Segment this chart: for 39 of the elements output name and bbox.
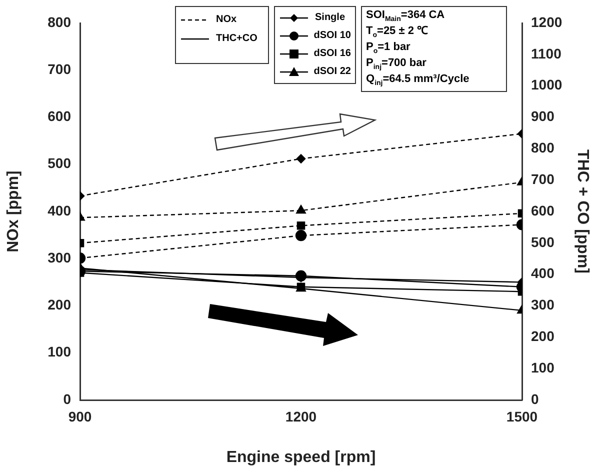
x-tick-label: 1500 <box>506 408 538 424</box>
y-tick-label: 0 <box>63 390 72 407</box>
legend-label: dSOI 10 <box>314 29 351 42</box>
y2-tick-label: 100 <box>531 359 555 376</box>
annotation: THC+CO <box>216 32 258 45</box>
y2-tick-label: 600 <box>531 202 555 218</box>
y-tick-label: 400 <box>48 202 72 218</box>
y2-tick-label: 900 <box>531 108 555 124</box>
y-tick-label: 100 <box>48 344 72 360</box>
y-tick-label: 200 <box>48 296 72 313</box>
annotation: SOI$_{Main}$=364 CA <box>366 8 446 24</box>
y2-tick-label: 200 <box>531 328 555 344</box>
x-axis-title: Engine speed [rpm] <box>226 448 376 466</box>
y-tick-label: 600 <box>48 108 72 124</box>
annotation: Q$_{inj}$=64.5 mm³/Cycle <box>366 72 470 88</box>
y2-tick-label: 700 <box>531 170 555 187</box>
y-tick-label: 500 <box>48 155 72 172</box>
y2-tick-label: 300 <box>531 296 555 313</box>
y-axis-title: NOx [ppm] <box>5 170 22 252</box>
y2-tick-label: 800 <box>531 140 555 156</box>
y-tick-label: 700 <box>48 60 72 77</box>
y2-axis-title: THC + CO [ppm] <box>574 150 591 274</box>
y-tick-label: 300 <box>48 249 72 266</box>
legend-label: Single <box>315 11 346 24</box>
y2-tick-label: 400 <box>531 265 555 282</box>
annotation: P$_{o}$=1 bar <box>366 40 412 56</box>
y2-tick-label: 1200 <box>531 14 562 30</box>
legend-label: dSOI 22 <box>314 65 351 78</box>
y2-tick-label: 1100 <box>531 45 562 62</box>
x-tick-label: 900 <box>68 408 92 424</box>
annotation: P$_{inj}$=700 bar <box>366 56 428 72</box>
y-tick-label: 800 <box>48 14 72 30</box>
annotation: NOx <box>216 13 237 26</box>
y2-tick-label: 0 <box>531 390 539 407</box>
y2-tick-label: 1000 <box>531 76 562 93</box>
y2-tick-label: 500 <box>531 234 555 250</box>
x-tick-label: 1200 <box>285 408 317 424</box>
legend-label: dSOI 16 <box>314 47 351 60</box>
annotation: T$_{o}$=25 ± 2 ℃ <box>366 24 429 40</box>
